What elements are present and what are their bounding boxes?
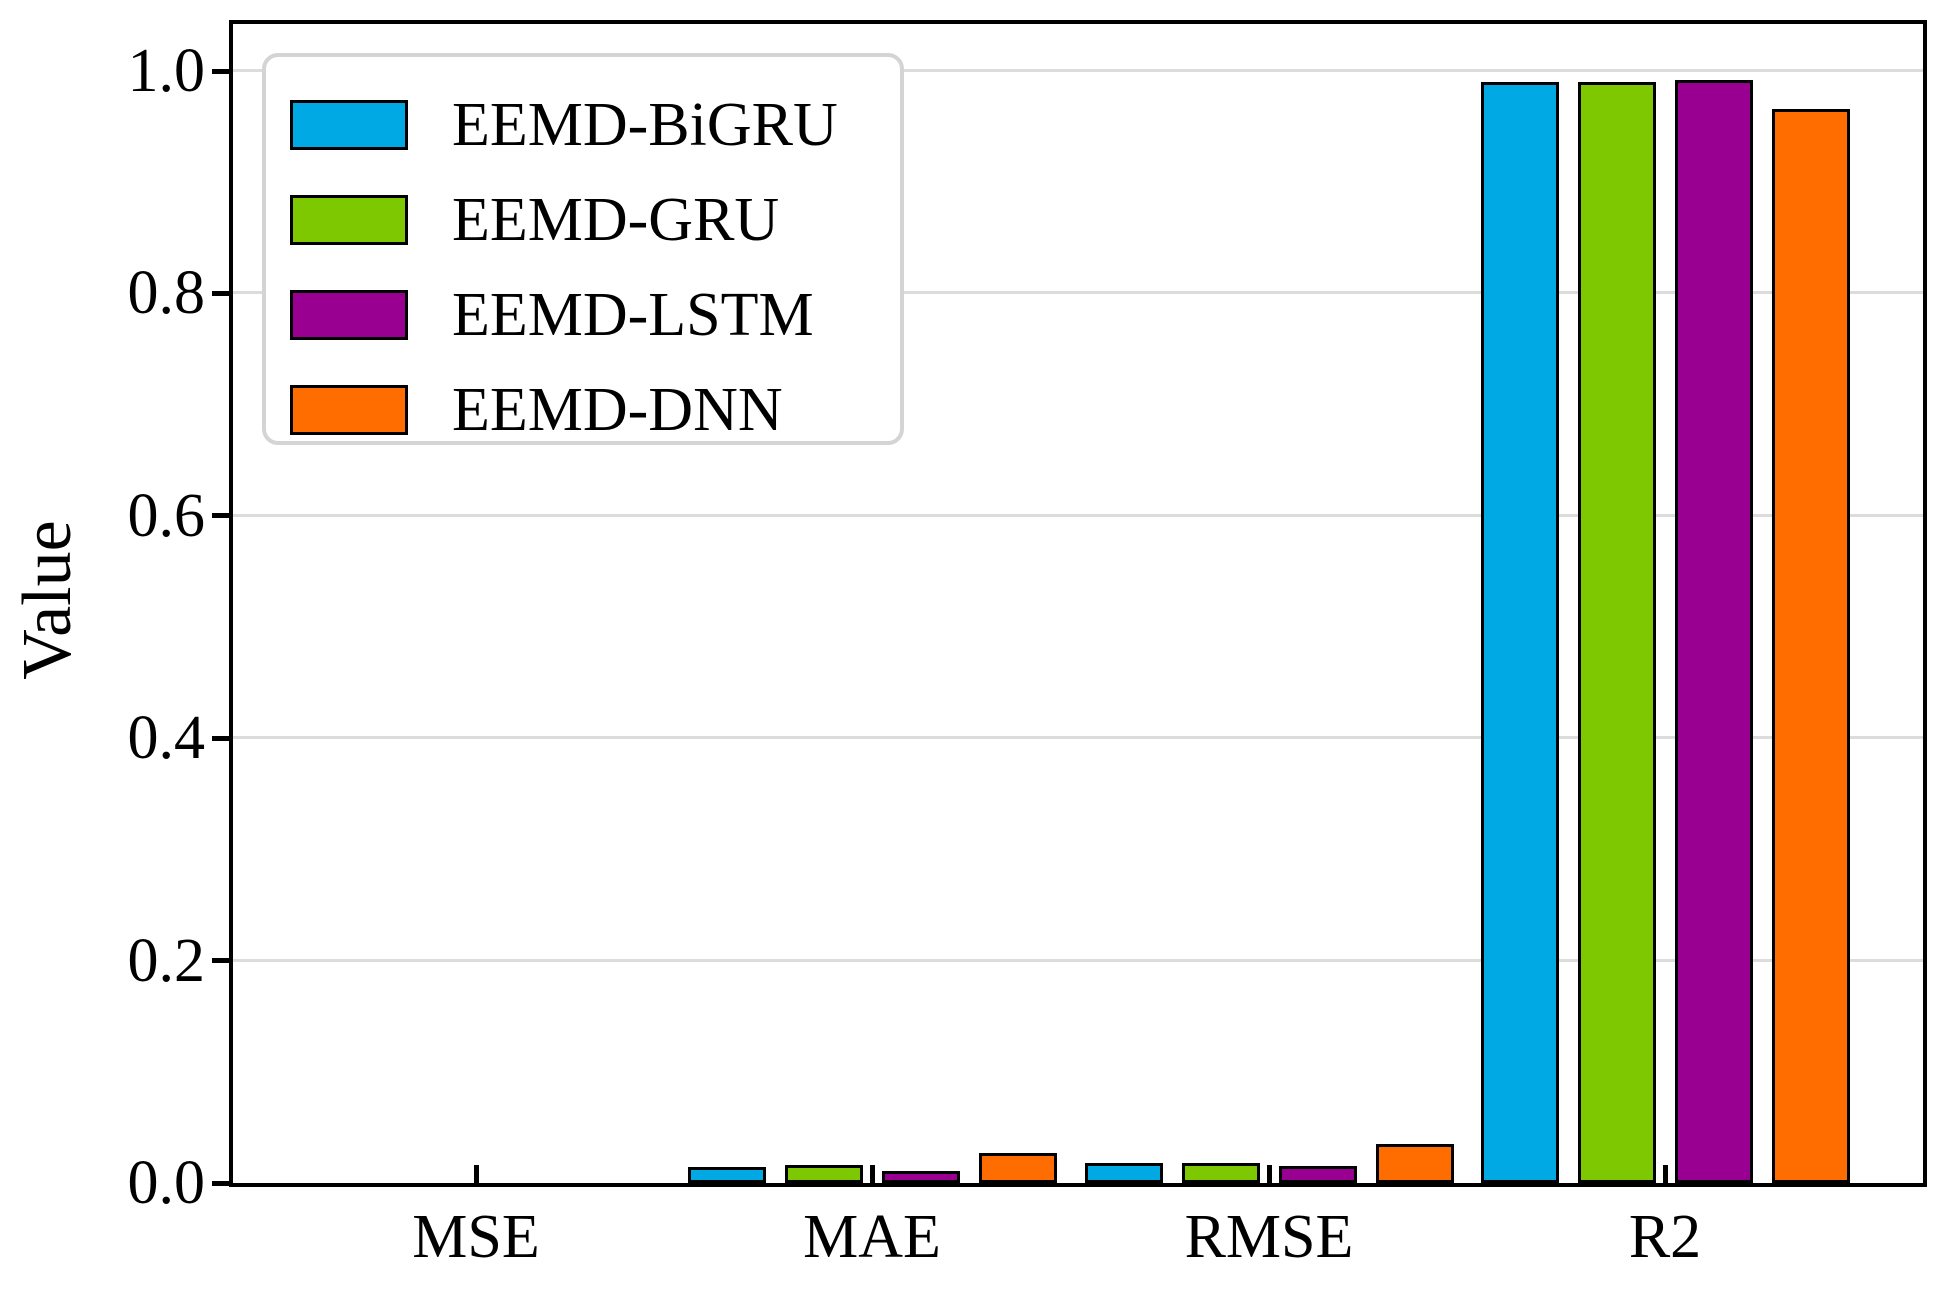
x-tick-label-RMSE: RMSE: [1184, 1203, 1354, 1271]
y-tick-label-0.4: 0.4: [127, 704, 206, 773]
legend-swatch-icon: [290, 289, 408, 340]
legend-label: EEMD-DNN: [452, 375, 783, 444]
legend-swatch-icon: [290, 99, 408, 150]
x-tick-MSE: [473, 1165, 479, 1183]
bar-EEMD-GRU-MAE: [784, 1165, 863, 1183]
x-tick-label-MAE: MAE: [803, 1203, 941, 1271]
y-tick-label-1.0: 1.0: [127, 37, 206, 105]
bar-EEMD-LSTM-MAE: [881, 1171, 960, 1183]
legend-item-EEMD-DNN: EEMD-DNN: [290, 362, 900, 457]
legend-item-EEMD-LSTM: EEMD-LSTM: [290, 267, 900, 362]
bar-EEMD-BiGRU-RMSE: [1084, 1163, 1163, 1183]
y-tick-label-0.2: 0.2: [127, 926, 206, 995]
plot-area: [229, 20, 1927, 1187]
gridline-y-0.4: [233, 736, 1923, 740]
x-tick-R2: [1662, 1165, 1668, 1183]
legend-label: EEMD-GRU: [452, 185, 780, 254]
y-tick-label-0.6: 0.6: [127, 481, 206, 550]
y-tick-0.6: [212, 513, 229, 519]
gridline-y-0.6: [233, 513, 1923, 517]
legend-label: EEMD-BiGRU: [452, 90, 838, 159]
bar-EEMD-LSTM-RMSE: [1278, 1166, 1357, 1183]
bar-EEMD-DNN-MAE: [978, 1153, 1057, 1183]
gridline-y-0.8: [233, 291, 1923, 295]
bar-EEMD-LSTM-R2: [1674, 80, 1753, 1183]
bar-EEMD-BiGRU-MAE: [687, 1167, 766, 1183]
y-tick-1.0: [212, 68, 229, 74]
y-tick-0.2: [212, 958, 229, 964]
x-tick-MAE: [869, 1165, 875, 1183]
bar-EEMD-DNN-R2: [1771, 109, 1850, 1183]
legend: EEMD-BiGRU EEMD-GRU EEMD-LSTM EEMD-DNN: [262, 53, 904, 445]
legend-swatch-icon: [290, 384, 408, 435]
y-tick-0.8: [212, 290, 229, 296]
legend-label: EEMD-LSTM: [452, 280, 814, 349]
gridline-y-0.2: [233, 958, 1923, 962]
legend-item-EEMD-GRU: EEMD-GRU: [290, 172, 900, 267]
legend-swatch-icon: [290, 194, 408, 245]
bar-EEMD-GRU-R2: [1577, 82, 1656, 1183]
bar-EEMD-BiGRU-R2: [1480, 82, 1559, 1183]
bar-EEMD-DNN-RMSE: [1375, 1144, 1454, 1183]
x-tick-RMSE: [1266, 1165, 1272, 1183]
y-tick-0.4: [212, 735, 229, 741]
x-tick-label-MSE: MSE: [412, 1203, 540, 1271]
x-tick-label-R2: R2: [1628, 1203, 1702, 1271]
y-tick-0.0: [212, 1180, 229, 1186]
bar-EEMD-GRU-RMSE: [1181, 1163, 1260, 1183]
gridline-y-1: [233, 69, 1923, 72]
y-tick-label-0.8: 0.8: [127, 259, 206, 328]
y-tick-label-0.0: 0.0: [127, 1149, 206, 1217]
legend-item-EEMD-BiGRU: EEMD-BiGRU: [290, 77, 900, 172]
